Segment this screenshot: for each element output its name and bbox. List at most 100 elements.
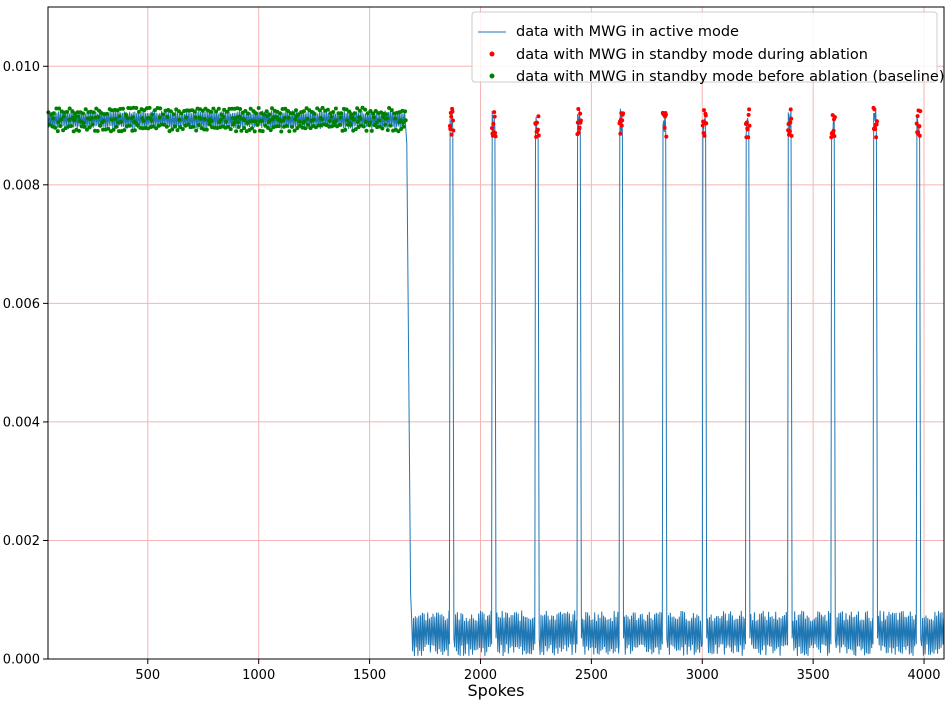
baseline-marker — [192, 109, 197, 114]
baseline-marker — [157, 115, 162, 120]
baseline-marker — [357, 108, 362, 113]
ablation-marker — [578, 111, 583, 116]
ablation-marker — [449, 114, 454, 119]
ablation-marker — [875, 119, 879, 124]
ablation-marker — [788, 120, 793, 125]
baseline-marker — [345, 118, 350, 123]
baseline-marker — [319, 117, 324, 122]
baseline-marker — [106, 126, 111, 131]
baseline-marker — [135, 123, 140, 127]
ablation-marker — [620, 118, 625, 123]
baseline-marker — [403, 109, 408, 114]
plot-area — [46, 105, 945, 657]
baseline-marker — [371, 111, 376, 116]
baseline-marker — [114, 124, 119, 129]
baseline-marker — [214, 109, 219, 114]
baseline-marker — [96, 115, 101, 119]
baseline-marker — [246, 111, 250, 116]
baseline-marker — [53, 125, 58, 130]
ablation-marker — [829, 135, 834, 140]
legend-entry-label: data with MWG in active mode — [516, 24, 739, 40]
baseline-marker — [94, 106, 99, 111]
ablation-marker — [787, 129, 792, 134]
ablation-marker — [914, 121, 919, 126]
baseline-marker — [363, 107, 368, 112]
ablation-marker — [915, 114, 920, 119]
baseline-marker — [368, 109, 373, 113]
baseline-marker — [278, 111, 282, 116]
baseline-marker — [152, 108, 157, 113]
baseline-marker — [353, 127, 358, 132]
baseline-marker — [242, 126, 247, 130]
baseline-marker — [270, 106, 274, 111]
baseline-marker — [85, 127, 89, 132]
baseline-marker — [90, 122, 95, 127]
baseline-marker — [168, 109, 173, 114]
ablation-marker — [664, 134, 669, 139]
baseline-marker — [177, 117, 182, 122]
legend-box — [471, 11, 938, 83]
ablation-marker — [618, 131, 623, 136]
baseline-marker — [72, 118, 77, 123]
baseline-marker — [221, 115, 226, 119]
baseline-marker — [113, 116, 118, 121]
baseline-marker — [209, 119, 214, 123]
baseline-marker — [242, 118, 247, 123]
baseline-marker — [260, 129, 265, 134]
baseline-marker — [97, 108, 101, 113]
baseline-marker — [393, 116, 398, 121]
baseline-marker — [70, 109, 75, 114]
baseline-marker — [355, 106, 360, 111]
baseline-marker — [373, 109, 378, 113]
baseline-marker — [294, 108, 298, 113]
baseline-marker — [211, 106, 216, 111]
ablation-marker — [918, 109, 923, 114]
baseline-marker — [312, 112, 317, 116]
baseline-marker — [308, 126, 313, 131]
baseline-marker — [191, 124, 196, 129]
baseline-marker — [268, 128, 273, 133]
baseline-marker — [251, 109, 256, 114]
baseline-marker — [170, 127, 175, 132]
baseline-marker — [208, 109, 213, 114]
x-tick-label: 3000 — [686, 668, 719, 683]
ablation-marker — [747, 107, 752, 112]
ablation-marker — [874, 135, 879, 140]
baseline-marker — [150, 112, 155, 117]
baseline-marker — [122, 128, 127, 133]
baseline-marker — [234, 129, 239, 134]
legend-green-swatch — [489, 73, 495, 79]
baseline-marker — [57, 106, 62, 111]
y-tick-label: 0.010 — [3, 60, 40, 75]
baseline-marker — [82, 124, 87, 129]
legend: data with MWG in active mode data with MW… — [471, 11, 945, 85]
ablation-marker — [873, 127, 878, 132]
baseline-marker — [55, 129, 60, 134]
baseline-marker — [228, 127, 233, 132]
baseline-marker — [302, 119, 307, 124]
baseline-marker — [317, 108, 322, 113]
baseline-marker — [361, 124, 366, 129]
ablation-marker — [451, 128, 456, 133]
baseline-marker — [248, 106, 253, 111]
ablation-marker — [747, 123, 752, 128]
ablation-marker — [788, 107, 793, 112]
baseline-marker — [297, 119, 302, 124]
x-axis-label: Spokes — [468, 681, 525, 700]
ablation-marker — [789, 116, 794, 121]
baseline-marker — [283, 106, 288, 111]
ablation-marker — [832, 115, 837, 120]
x-tick-label: 500 — [135, 668, 160, 683]
x-tick-label: 4000 — [907, 668, 940, 683]
baseline-marker — [218, 118, 223, 122]
ablation-marker — [492, 110, 497, 115]
baseline-marker — [232, 121, 237, 125]
baseline-marker — [305, 116, 310, 121]
x-tick-label: 2000 — [464, 668, 497, 683]
baseline-marker — [77, 128, 81, 133]
baseline-marker — [134, 106, 139, 110]
baseline-marker — [334, 118, 339, 123]
ablation-marker — [832, 134, 837, 139]
baseline-marker — [158, 106, 163, 111]
